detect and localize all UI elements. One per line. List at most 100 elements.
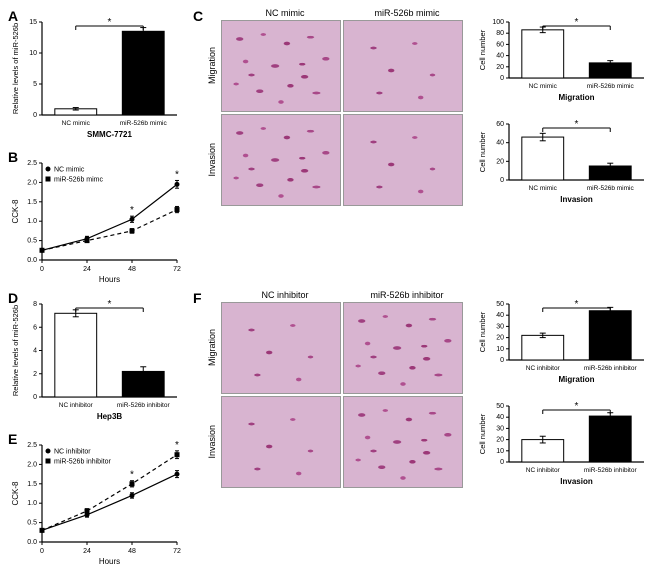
svg-text:miR-526b inhibitor: miR-526b inhibitor bbox=[117, 402, 171, 409]
svg-text:40: 40 bbox=[496, 140, 504, 147]
svg-text:NC inhibitor: NC inhibitor bbox=[526, 365, 561, 372]
svg-text:20: 20 bbox=[496, 437, 504, 444]
svg-text:NC mimic: NC mimic bbox=[529, 185, 558, 192]
panel-f-col-headers: NC inhibitor miR-526b inhibitor bbox=[225, 290, 467, 300]
svg-text:miR-526b inhibitor: miR-526b inhibitor bbox=[584, 365, 638, 372]
svg-text:24: 24 bbox=[83, 266, 91, 273]
svg-text:60: 60 bbox=[496, 41, 504, 48]
svg-text:2.0: 2.0 bbox=[27, 461, 37, 468]
svg-text:0: 0 bbox=[40, 548, 44, 555]
row-label: Invasion bbox=[207, 143, 217, 177]
micrograph bbox=[221, 396, 341, 488]
svg-text:0.0: 0.0 bbox=[27, 539, 37, 546]
svg-text:15: 15 bbox=[29, 19, 37, 26]
svg-text:Cell number: Cell number bbox=[478, 413, 487, 454]
svg-text:0: 0 bbox=[33, 112, 37, 119]
svg-text:0.5: 0.5 bbox=[27, 238, 37, 245]
svg-text:*: * bbox=[108, 17, 112, 28]
svg-text:Cell number: Cell number bbox=[478, 311, 487, 352]
micrograph bbox=[221, 20, 341, 112]
svg-text:80: 80 bbox=[496, 30, 504, 37]
svg-text:miR-526b inhibitor: miR-526b inhibitor bbox=[54, 459, 111, 466]
svg-text:40: 40 bbox=[496, 312, 504, 319]
svg-text:0: 0 bbox=[500, 459, 504, 466]
svg-text:*: * bbox=[575, 17, 579, 28]
svg-text:miR-526b mimic: miR-526b mimic bbox=[120, 120, 168, 127]
micrograph bbox=[221, 302, 341, 394]
panel-e: E 0.00.51.01.52.02.50244872CCK-8HoursNC … bbox=[8, 431, 183, 566]
panel-c-invasion-chart: 0204060Cell numberNC mimicmiR-526b mimic… bbox=[475, 110, 650, 208]
svg-text:100: 100 bbox=[492, 19, 504, 26]
svg-text:NC inhibitor: NC inhibitor bbox=[54, 449, 91, 456]
panel-d-chart: 0 2 4 6 8 Relative levels of miR-526b NC inhib… bbox=[8, 290, 183, 425]
micrograph bbox=[343, 20, 463, 112]
svg-text:Migration: Migration bbox=[559, 375, 595, 384]
svg-text:Cell number: Cell number bbox=[478, 29, 487, 70]
svg-text:0: 0 bbox=[500, 177, 504, 184]
row-label: Migration bbox=[207, 47, 217, 84]
svg-text:CCK-8: CCK-8 bbox=[11, 199, 20, 224]
svg-text:4: 4 bbox=[33, 348, 37, 355]
figure-grid: A 051015Relative levels of miR-526bNC mi… bbox=[8, 8, 642, 566]
svg-text:*: * bbox=[108, 299, 112, 310]
panel-b: B 0.00.51.01.52.02.50244872CCK-8HoursNC … bbox=[8, 149, 183, 284]
svg-text:*: * bbox=[175, 169, 179, 180]
svg-text:Hep3B: Hep3B bbox=[97, 412, 123, 421]
svg-text:0.0: 0.0 bbox=[27, 257, 37, 264]
svg-text:5: 5 bbox=[33, 81, 37, 88]
micrograph bbox=[343, 396, 463, 488]
svg-text:8: 8 bbox=[33, 301, 37, 308]
panel-c-label: C bbox=[193, 8, 203, 24]
svg-text:NC mimic: NC mimic bbox=[529, 83, 558, 90]
micrograph bbox=[343, 302, 463, 394]
svg-text:1.5: 1.5 bbox=[27, 199, 37, 206]
svg-text:20: 20 bbox=[496, 335, 504, 342]
svg-text:2.0: 2.0 bbox=[27, 179, 37, 186]
svg-text:miR-526b mimc: miR-526b mimc bbox=[54, 177, 104, 184]
svg-text:20: 20 bbox=[496, 64, 504, 71]
image-row-migration: Migration bbox=[207, 302, 467, 394]
col-header: NC mimic bbox=[225, 8, 345, 18]
col-header: miR-526b mimic bbox=[347, 8, 467, 18]
svg-text:miR-526b mimic: miR-526b mimic bbox=[587, 185, 635, 192]
panel-f-migration-chart: 01020304050Cell numberNC inhibitormiR-52… bbox=[475, 290, 650, 388]
svg-text:Relative levels of miR-526b: Relative levels of miR-526b bbox=[11, 23, 20, 114]
svg-text:SMMC-7721: SMMC-7721 bbox=[87, 130, 132, 139]
image-row-invasion: Invasion bbox=[207, 114, 467, 206]
svg-text:72: 72 bbox=[173, 266, 181, 273]
svg-text:miR-526b mimic: miR-526b mimic bbox=[587, 83, 635, 90]
image-row-invasion: Invasion bbox=[207, 396, 467, 488]
col-header: NC inhibitor bbox=[225, 290, 345, 300]
panel-f: F NC inhibitor miR-526b inhibitor Migrat… bbox=[193, 290, 650, 566]
svg-text:24: 24 bbox=[83, 548, 91, 555]
svg-text:NC inhibitor: NC inhibitor bbox=[59, 402, 94, 409]
panel-f-bars: 01020304050Cell numberNC inhibitormiR-52… bbox=[475, 290, 650, 490]
svg-text:0: 0 bbox=[33, 394, 37, 401]
panel-b-label: B bbox=[8, 149, 18, 165]
svg-text:Cell number: Cell number bbox=[478, 131, 487, 172]
svg-text:Relative levels of miR-526b: Relative levels of miR-526b bbox=[11, 305, 20, 396]
svg-text:*: * bbox=[575, 119, 579, 130]
svg-text:Hours: Hours bbox=[99, 275, 120, 284]
svg-text:48: 48 bbox=[128, 548, 136, 555]
panel-b-chart: 0.00.51.01.52.02.50244872CCK-8HoursNC mi… bbox=[8, 149, 183, 284]
panel-a: A 051015Relative levels of miR-526bNC mi… bbox=[8, 8, 183, 143]
panel-f-images: NC inhibitor miR-526b inhibitor Migratio… bbox=[207, 290, 467, 488]
panel-e-label: E bbox=[8, 431, 17, 447]
svg-text:30: 30 bbox=[496, 323, 504, 330]
panel-f-invasion-chart: 01020304050Cell numberNC inhibitormiR-52… bbox=[475, 392, 650, 490]
col-header: miR-526b inhibitor bbox=[347, 290, 467, 300]
svg-text:30: 30 bbox=[496, 425, 504, 432]
svg-text:6: 6 bbox=[33, 324, 37, 331]
svg-text:2: 2 bbox=[33, 371, 37, 378]
svg-text:Invasion: Invasion bbox=[560, 195, 593, 204]
svg-text:0: 0 bbox=[40, 266, 44, 273]
svg-text:10: 10 bbox=[496, 346, 504, 353]
row-label: Invasion bbox=[207, 425, 217, 459]
svg-text:0.5: 0.5 bbox=[27, 520, 37, 527]
svg-text:NC mimic: NC mimic bbox=[54, 167, 85, 174]
micrograph bbox=[343, 114, 463, 206]
panel-c-bars: 0 20 40 60 80 100 Cell number NC mimic miR-526b … bbox=[475, 8, 650, 208]
svg-text:10: 10 bbox=[29, 50, 37, 57]
svg-text:20: 20 bbox=[496, 158, 504, 165]
